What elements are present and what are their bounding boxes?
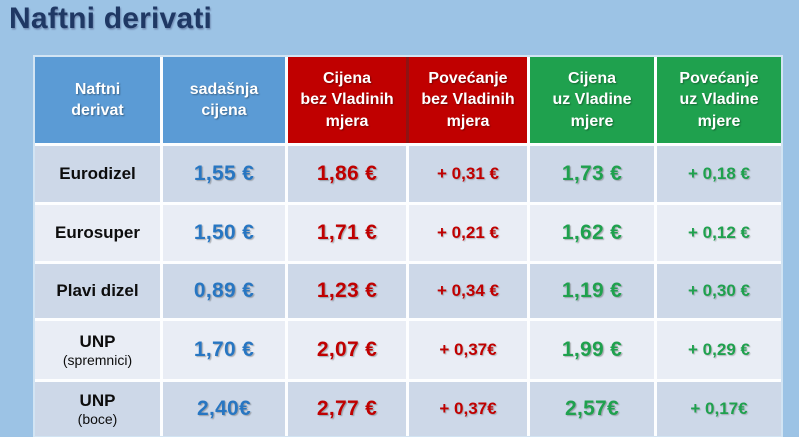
price-with-measures-cell: 1,99 € — [530, 321, 654, 379]
derivat-name: UNP — [79, 391, 116, 411]
header-povecanje-uz-mjere: Povećanje uz Vladine mjere — [657, 57, 781, 143]
current-price-cell: 0,89 € — [163, 264, 285, 318]
current-price-cell: 1,50 € — [163, 205, 285, 261]
page-title: Naftni derivati — [9, 2, 213, 35]
price-with-measures-cell: 1,73 € — [530, 146, 654, 202]
row-unp-boce-derivat-cell: UNP (boce) — [35, 382, 160, 436]
header-naftni-derivat: Naftni derivat — [35, 57, 160, 143]
fuel-prices-table: Naftni derivat sadašnja cijena Cijena be… — [35, 57, 781, 436]
increase-with-measures-cell: + 0,30 € — [657, 264, 781, 318]
derivat-name: Plavi dizel — [56, 281, 139, 301]
price-without-measures-cell: 1,71 € — [288, 205, 406, 261]
increase-without-measures-cell: + 0,31 € — [409, 146, 527, 202]
price-without-measures-cell: 1,23 € — [288, 264, 406, 318]
price-without-measures-cell: 2,77 € — [288, 382, 406, 436]
bottom-strip — [0, 437, 799, 445]
row-eurodizel-derivat-cell: Eurodizel — [35, 146, 160, 202]
price-without-measures-cell: 1,86 € — [288, 146, 406, 202]
price-without-measures-cell: 2,07 € — [288, 321, 406, 379]
row-unp-spremnici-derivat-cell: UNP (spremnici) — [35, 321, 160, 379]
increase-without-measures-cell: + 0,37€ — [409, 382, 527, 436]
row-eurosuper-derivat-cell: Eurosuper — [35, 205, 160, 261]
header-povecanje-bez-mjera: Povećanje bez Vladinih mjera — [409, 57, 527, 143]
header-sadasnja-cijena: sadašnja cijena — [163, 57, 285, 143]
increase-without-measures-cell: + 0,34 € — [409, 264, 527, 318]
price-with-measures-cell: 1,19 € — [530, 264, 654, 318]
current-price-cell: 1,70 € — [163, 321, 285, 379]
header-cijena-uz-mjere: Cijena uz Vladine mjere — [530, 57, 654, 143]
derivat-subname: (boce) — [77, 410, 118, 427]
increase-with-measures-cell: + 0,18 € — [657, 146, 781, 202]
current-price-cell: 2,40€ — [163, 382, 285, 436]
price-with-measures-cell: 1,62 € — [530, 205, 654, 261]
row-plavi-dizel-derivat-cell: Plavi dizel — [35, 264, 160, 318]
increase-with-measures-cell: + 0,17€ — [657, 382, 781, 436]
header-cijena-bez-mjera: Cijena bez Vladinih mjera — [288, 57, 406, 143]
increase-without-measures-cell: + 0,37€ — [409, 321, 527, 379]
increase-with-measures-cell: + 0,29 € — [657, 321, 781, 379]
derivat-name: Eurodizel — [59, 164, 136, 184]
increase-without-measures-cell: + 0,21 € — [409, 205, 527, 261]
derivat-name: Eurosuper — [54, 223, 141, 243]
derivat-name: UNP — [79, 332, 116, 352]
increase-with-measures-cell: + 0,12 € — [657, 205, 781, 261]
derivat-subname: (spremnici) — [62, 351, 133, 368]
price-with-measures-cell: 2,57€ — [530, 382, 654, 436]
current-price-cell: 1,55 € — [163, 146, 285, 202]
